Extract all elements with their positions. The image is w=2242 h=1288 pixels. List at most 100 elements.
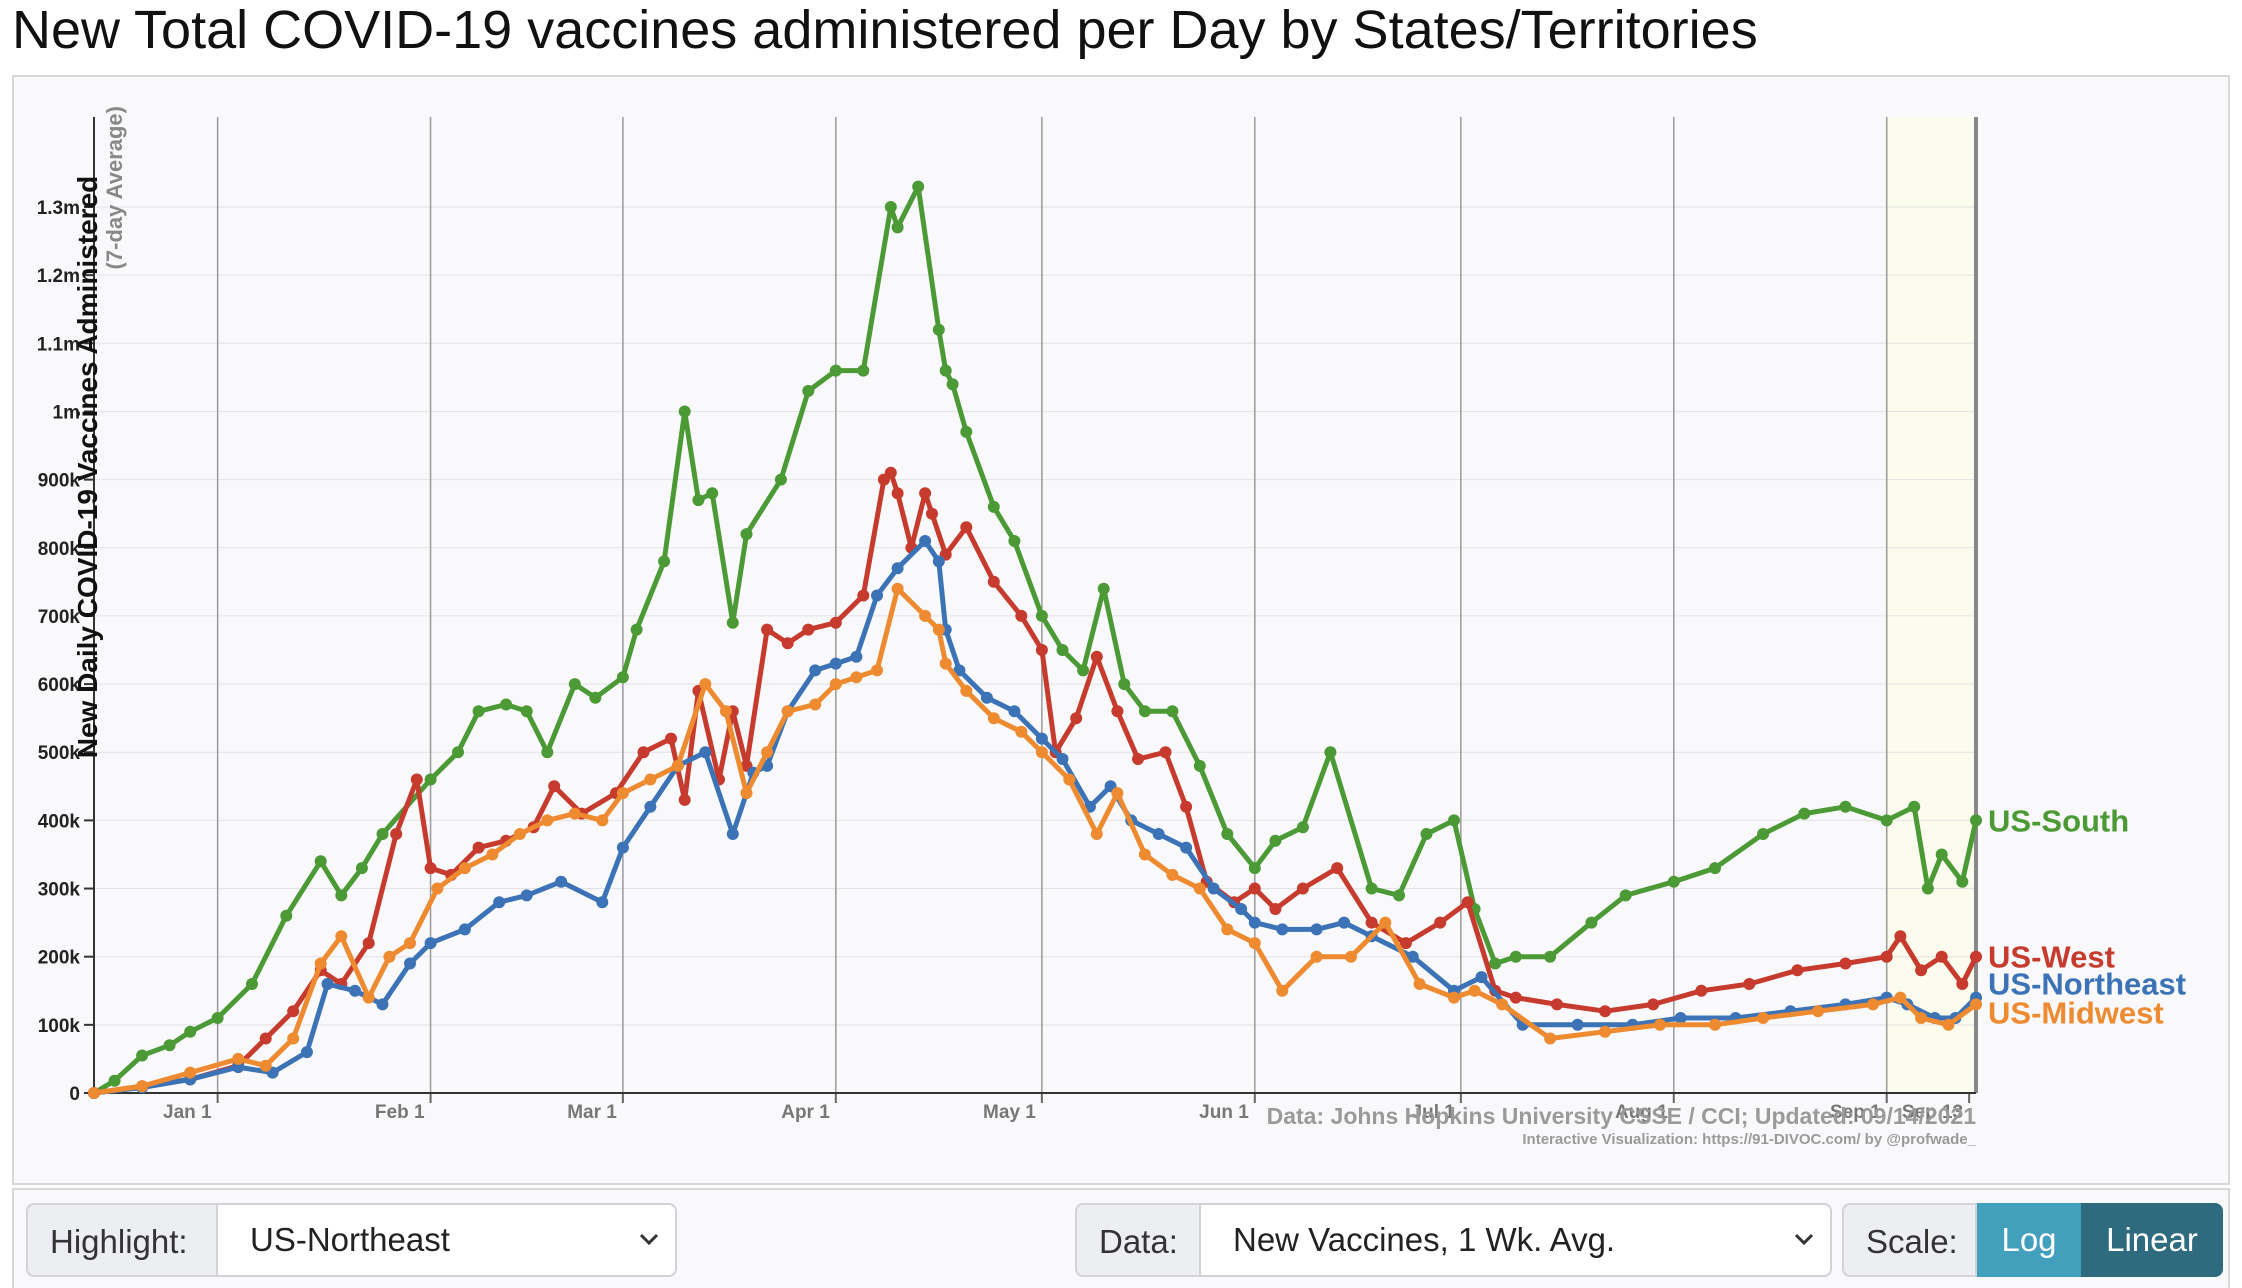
data-point-us-west (1647, 998, 1660, 1011)
data-point-us-west (1791, 964, 1804, 977)
data-point-us-west (665, 732, 677, 745)
data-point-us-west (1248, 882, 1261, 895)
data-point-us-west (919, 487, 932, 500)
x-tick-label: Jun 1 (1199, 1102, 1249, 1123)
data-point-us-west (1839, 957, 1852, 970)
data-point-us-south (424, 773, 437, 786)
y-tick-label: 1.2m (37, 266, 80, 287)
data-point-us-midwest (781, 705, 794, 718)
data-point-us-northeast (1152, 828, 1165, 840)
data-point-us-midwest (1193, 882, 1206, 895)
y-tick-label: 900k (38, 471, 81, 492)
data-point-us-west (1695, 984, 1708, 997)
data-point-us-west (1132, 753, 1144, 765)
data-point-us-west (1296, 882, 1309, 895)
line-chart: Jan 1 Feb 1 Mar 1 Apr 1 May 1 Jun 1 Jul 1 Aug 1… (37, 106, 2186, 1148)
series-label-us-south: US-South (1988, 803, 2129, 838)
data-point-us-west (1090, 650, 1103, 663)
data-point-us-midwest (1812, 1005, 1824, 1018)
data-point-us-midwest (259, 1059, 272, 1072)
data-point-us-south (884, 201, 897, 213)
data-point-us-south (1667, 875, 1680, 888)
data-point-us-west (1399, 937, 1412, 950)
chevron-down-icon (1794, 1233, 1814, 1246)
data-point-us-south (987, 500, 1000, 513)
data-point-us-south (520, 705, 533, 718)
highlight-select[interactable]: US-Northeast (218, 1203, 677, 1277)
data-point-us-south (1077, 664, 1090, 677)
data-point-us-northeast (1056, 753, 1069, 765)
data-point-us-northeast (1406, 950, 1419, 963)
data-select-value: New Vaccines, 1 Wk. Avg. (1233, 1221, 1616, 1258)
data-point-us-midwest (850, 671, 863, 684)
data-point-us-south (1296, 821, 1309, 834)
data-select[interactable]: New Vaccines, 1 Wk. Avg. (1201, 1203, 1832, 1277)
data-point-us-midwest (1379, 916, 1392, 929)
data-point-us-west (472, 841, 485, 854)
data-point-us-south (960, 425, 973, 438)
data-point-us-northeast (644, 800, 657, 813)
data-point-us-west (362, 937, 375, 950)
data-point-us-south (1118, 678, 1131, 691)
data-point-us-south (1420, 828, 1433, 840)
data-point-us-midwest (939, 657, 952, 670)
data-point-us-northeast (1310, 923, 1323, 936)
visualization-credit: Interactive Visualization: https://91-DI… (1522, 1131, 1976, 1148)
x-tick-label: Jul 1 (1412, 1102, 1456, 1123)
data-point-us-northeast (1475, 971, 1488, 984)
data-point-us-midwest (987, 712, 1000, 725)
data-point-us-northeast (1571, 1018, 1584, 1031)
data-point-us-west (1111, 705, 1124, 718)
data-point-us-northeast (424, 937, 437, 950)
data-label: Data: (1075, 1203, 1201, 1277)
data-point-us-northeast (1035, 732, 1048, 745)
data-point-us-south (1839, 800, 1852, 813)
data-point-us-northeast (1248, 916, 1261, 929)
data-point-us-south (335, 889, 348, 902)
data-point-us-south (1008, 535, 1021, 547)
data-point-us-south (658, 555, 671, 568)
data-point-us-midwest (719, 705, 732, 718)
data-point-us-south (1393, 889, 1405, 902)
data-point-us-south (1935, 848, 1948, 861)
data-point-us-midwest (1894, 991, 1907, 1004)
data-point-us-midwest (1310, 950, 1323, 963)
data-point-us-west (1551, 998, 1563, 1011)
data-point-us-midwest (891, 582, 904, 595)
data-point-us-west (1970, 950, 1982, 963)
data-point-us-northeast (726, 828, 739, 840)
data-point-us-west (259, 1032, 272, 1045)
data-point-us-midwest (960, 684, 973, 697)
data-point-us-midwest (1248, 937, 1261, 950)
data-point-us-south (136, 1049, 149, 1062)
data-point-us-west (1894, 930, 1907, 943)
data-point-us-west (1159, 746, 1172, 759)
data-point-us-northeast (349, 984, 361, 997)
highlight-label: Highlight: (26, 1203, 218, 1277)
data-point-us-northeast (980, 691, 993, 704)
y-tick-label: 500k (38, 743, 81, 764)
data-point-us-south (706, 487, 719, 500)
data-point-us-west (857, 589, 870, 602)
page-title: New Total COVID-19 vaccines administered… (12, 0, 1758, 60)
data-point-us-south (1798, 807, 1811, 820)
data-point-us-midwest (1496, 998, 1509, 1011)
data-point-us-south (541, 746, 554, 759)
scale-log-button[interactable]: Log (1977, 1203, 2081, 1277)
data-point-us-midwest (88, 1087, 100, 1099)
x-tick-label: Sep 13 (1902, 1102, 1963, 1123)
data-point-us-northeast (871, 589, 883, 602)
data-point-us-south (1448, 814, 1460, 827)
data-point-us-northeast (809, 664, 822, 677)
scale-linear-button[interactable]: Linear (2081, 1203, 2223, 1277)
data-point-us-midwest (136, 1080, 149, 1093)
data-point-us-west (1180, 800, 1193, 813)
recent-highlight-band (1886, 117, 1976, 1093)
data-point-us-midwest (1468, 984, 1481, 997)
data-point-us-west (926, 507, 938, 520)
data-point-us-west (1956, 978, 1969, 990)
data-point-us-west (548, 780, 561, 793)
data-point-us-south (1880, 814, 1893, 827)
data-point-us-midwest (1915, 1012, 1928, 1024)
data-point-us-west (829, 616, 842, 629)
